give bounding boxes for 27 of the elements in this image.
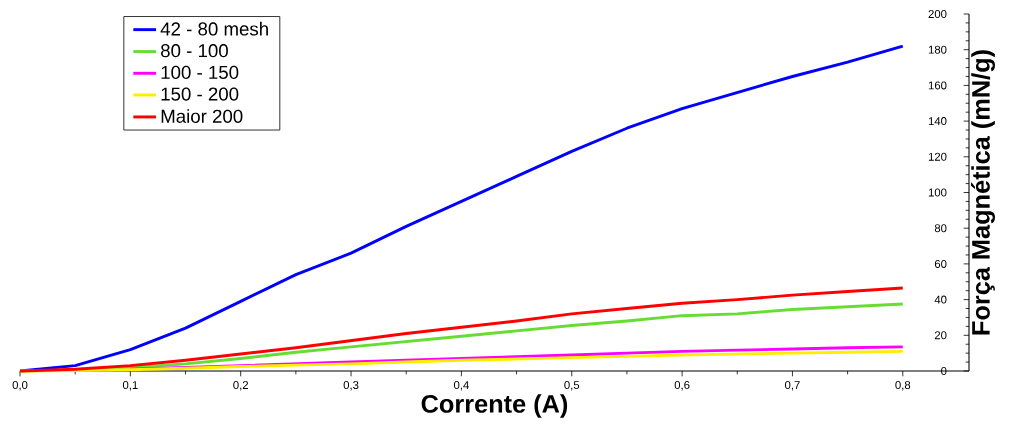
x-tick-label: 0,5 (564, 381, 580, 391)
y-tick-label: 120 (928, 152, 947, 161)
x-axis-title: Corrente (A) (421, 394, 568, 418)
y-tick-label: 0 (941, 367, 947, 376)
y-tick-label: 80 (934, 224, 947, 233)
legend-label: 100 - 150 (161, 65, 239, 79)
y-tick-label: 100 (928, 188, 947, 197)
legend-label: Maior 200 (161, 109, 243, 123)
x-tick-label: 0,4 (453, 381, 469, 391)
x-tick-label: 0,8 (895, 381, 911, 391)
x-tick-label: 0,7 (785, 381, 800, 391)
y-tick-label: 20 (934, 331, 947, 340)
x-tick-label: 0,1 (122, 381, 138, 391)
y-tick-label: 160 (928, 81, 947, 90)
y-tick-label: 180 (928, 45, 947, 54)
legend-label: 150 - 200 (161, 87, 239, 101)
legend-label: 42 - 80 mesh (160, 21, 268, 36)
x-tick-label: 0,0 (12, 381, 28, 391)
legend-label: 80 - 100 (161, 44, 228, 58)
y-tick-label: 40 (934, 295, 947, 304)
y-tick-label: 200 (928, 10, 947, 19)
x-tick-label: 0,6 (674, 381, 690, 391)
y-axis-title: Força Magnética (mN/g) (971, 50, 995, 335)
y-tick-label: 140 (928, 117, 947, 126)
y-tick-label: 60 (934, 259, 947, 268)
x-tick-label: 0,2 (233, 381, 249, 391)
x-tick-label: 0,3 (343, 381, 359, 391)
